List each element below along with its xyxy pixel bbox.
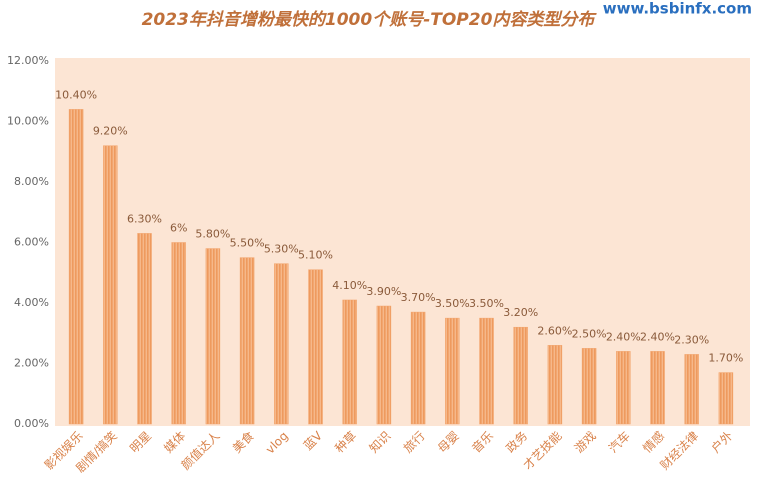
bar xyxy=(581,348,597,425)
value-label: 2.30% xyxy=(674,333,709,346)
x-tick-label: 母婴 xyxy=(435,429,462,456)
y-tick-label: 6.00% xyxy=(14,236,49,249)
bar xyxy=(684,354,699,425)
value-label: 3.50% xyxy=(435,297,470,310)
value-label: 5.80% xyxy=(195,228,230,241)
x-tick-label: 蓝V xyxy=(301,428,326,453)
bar xyxy=(205,248,221,425)
x-tick-label: 游戏 xyxy=(572,429,599,456)
bar xyxy=(137,233,152,425)
bar xyxy=(616,351,631,425)
bar xyxy=(274,263,289,425)
bar xyxy=(479,317,494,425)
y-tick-label: 10.00% xyxy=(7,115,49,128)
bar xyxy=(547,345,563,425)
value-label: 6.30% xyxy=(127,212,162,225)
x-tick-label: 财经法律 xyxy=(657,429,701,473)
bar xyxy=(376,305,392,425)
x-tick-label: 知识 xyxy=(367,429,394,456)
bar xyxy=(68,109,84,425)
x-tick-label: 政务 xyxy=(503,428,531,456)
bar xyxy=(410,311,426,425)
value-label: 2.60% xyxy=(537,324,572,337)
value-label: 5.10% xyxy=(298,249,333,262)
watermark: www.bsbinfx.com xyxy=(603,0,752,18)
x-tick-label: 才艺技能 xyxy=(521,429,565,473)
chart-title: 2023年抖音增粉最快的1000个账号-TOP20内容类型分布 xyxy=(142,10,598,30)
bar xyxy=(718,372,734,425)
value-label: 3.90% xyxy=(366,285,401,298)
y-tick-label: 0.00% xyxy=(14,417,49,430)
bar xyxy=(513,326,528,425)
value-label: 5.30% xyxy=(264,243,299,256)
value-label: 4.10% xyxy=(332,279,367,292)
value-label: 10.40% xyxy=(55,88,97,101)
x-tick-label: 户外 xyxy=(708,428,736,456)
x-tick-label: 种草 xyxy=(332,429,359,456)
bar xyxy=(650,351,665,425)
plot-background xyxy=(55,58,750,426)
bar xyxy=(239,257,255,425)
bar xyxy=(171,242,186,425)
value-label: 6% xyxy=(170,222,187,235)
x-tick-label: 颜值达人 xyxy=(178,428,223,473)
value-label: 5.50% xyxy=(230,237,265,250)
x-tick-label: 美食 xyxy=(229,428,257,456)
bar xyxy=(342,299,357,425)
bar xyxy=(445,317,460,425)
bar xyxy=(308,269,323,425)
value-label: 9.20% xyxy=(93,125,128,138)
value-label: 2.40% xyxy=(640,330,675,343)
x-tick-label: 音乐 xyxy=(469,428,497,456)
y-tick-label: 4.00% xyxy=(14,296,49,309)
y-tick-label: 2.00% xyxy=(14,357,49,370)
x-tick-label: 情感 xyxy=(640,428,668,456)
x-tick-label: 旅行 xyxy=(401,429,428,456)
value-label: 2.40% xyxy=(606,330,641,343)
value-label: 3.20% xyxy=(503,306,538,319)
x-tick-label: 汽车 xyxy=(605,428,633,456)
value-label: 2.50% xyxy=(572,327,607,340)
x-tick-label: vlog xyxy=(263,429,291,457)
bar xyxy=(103,145,118,425)
y-tick-label: 8.00% xyxy=(14,175,49,188)
value-label: 3.50% xyxy=(469,297,504,310)
x-tick-label: 明星 xyxy=(127,429,154,456)
value-label: 1.70% xyxy=(708,352,743,365)
y-tick-label: 12.00% xyxy=(7,54,49,67)
x-tick-label: 媒体 xyxy=(161,429,188,456)
value-label: 3.70% xyxy=(401,291,436,304)
